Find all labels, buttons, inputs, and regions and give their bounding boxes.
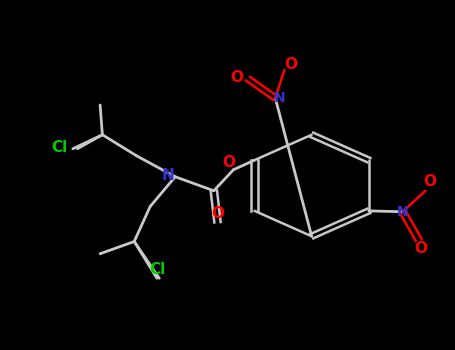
Text: O: O	[211, 206, 224, 221]
Text: O: O	[415, 241, 427, 256]
Text: N: N	[162, 168, 175, 182]
Text: O: O	[424, 175, 436, 189]
Text: N: N	[397, 205, 409, 219]
Text: O: O	[222, 155, 235, 170]
Text: Cl: Cl	[51, 140, 67, 154]
Text: Cl: Cl	[149, 262, 165, 277]
Text: O: O	[285, 57, 298, 72]
Text: N: N	[274, 91, 286, 105]
Text: O: O	[230, 70, 243, 84]
